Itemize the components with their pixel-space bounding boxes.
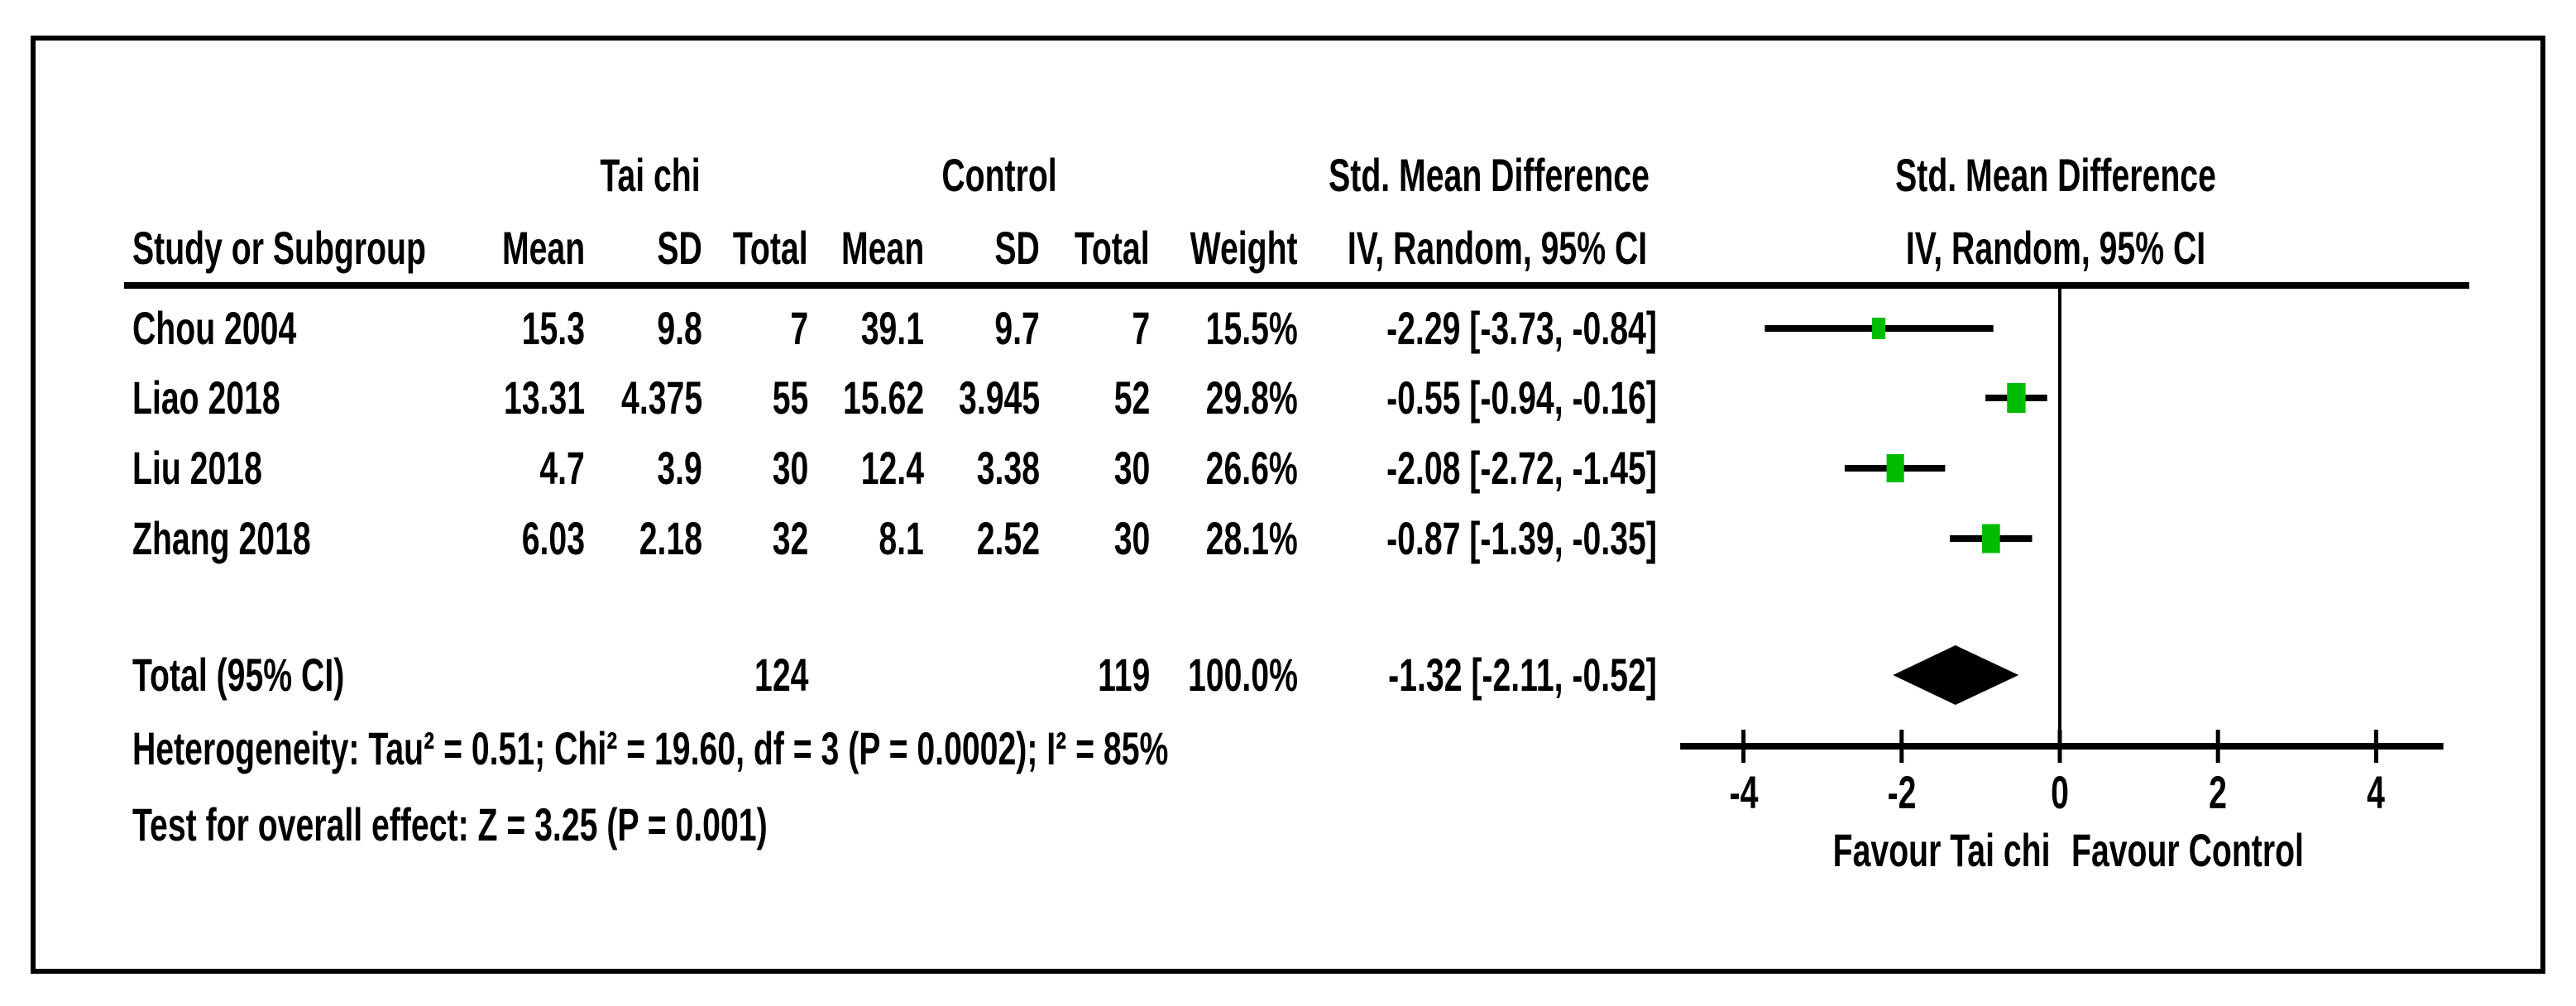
sd1-value: 4.375 bbox=[620, 371, 702, 424]
smd-header-right-line2: IV, Random, 95% CI bbox=[1905, 222, 2206, 274]
weight-value: 28.1% bbox=[1205, 512, 1298, 564]
heterogeneity-text: Heterogeneity: Tau² = 0.51; Chi² = 19.60… bbox=[132, 722, 1169, 774]
axis-tick-label: 4 bbox=[2367, 766, 2386, 818]
total1-value: 30 bbox=[772, 442, 808, 494]
total2-value: 30 bbox=[1113, 512, 1150, 564]
total2-value: 52 bbox=[1113, 371, 1150, 424]
col-header-mean1: Mean bbox=[501, 222, 585, 274]
sd2-value: 3.38 bbox=[976, 442, 1040, 494]
col-header-mean2: Mean bbox=[840, 222, 924, 274]
col-header-total2: Total bbox=[1075, 222, 1150, 274]
study-name: Zhang 2018 bbox=[132, 512, 311, 564]
smd-header-right-line1: Std. Mean Difference bbox=[1895, 149, 2216, 201]
total2-value: 7 bbox=[1132, 302, 1150, 354]
mean1-value: 13.31 bbox=[503, 371, 585, 424]
sd2-value: 9.7 bbox=[994, 302, 1040, 354]
effect-marker bbox=[1981, 524, 2000, 553]
sd1-value: 9.8 bbox=[657, 302, 702, 354]
total1-sum: 124 bbox=[754, 649, 808, 701]
total2-value: 30 bbox=[1113, 442, 1150, 494]
mean1-value: 15.3 bbox=[521, 302, 585, 354]
mean1-value: 6.03 bbox=[521, 512, 585, 564]
study-name: Liu 2018 bbox=[132, 442, 262, 494]
sd2-value: 2.52 bbox=[976, 512, 1040, 564]
sd1-value: 2.18 bbox=[639, 512, 702, 564]
smd-ci-text: -0.87 [-1.39, -0.35] bbox=[1386, 512, 1657, 564]
group-header-control: Control bbox=[941, 149, 1057, 201]
effect-marker bbox=[1872, 318, 1886, 339]
favour-right-label: Favour Control bbox=[2071, 824, 2304, 876]
group-header-taichi: Tai chi bbox=[600, 149, 701, 201]
figure-border bbox=[31, 36, 2545, 974]
weight-value: 29.8% bbox=[1205, 371, 1298, 424]
summary-diamond bbox=[1893, 645, 2019, 705]
smd-header-left-line2: IV, Random, 95% CI bbox=[1347, 222, 1648, 274]
sd1-value: 3.9 bbox=[657, 442, 702, 494]
mean2-value: 12.4 bbox=[860, 442, 924, 494]
axis-tick-label: 2 bbox=[2209, 766, 2228, 818]
study-name: Liao 2018 bbox=[132, 371, 280, 424]
smd-header-left-line1: Std. Mean Difference bbox=[1329, 149, 1650, 201]
axis-tick-label: -2 bbox=[1887, 766, 1917, 818]
weight-value: 26.6% bbox=[1205, 442, 1298, 494]
total2-sum: 119 bbox=[1097, 649, 1150, 701]
total-smd-ci-text: -1.32 [-2.11, -0.52] bbox=[1388, 649, 1657, 701]
smd-ci-text: -2.29 [-3.73, -0.84] bbox=[1386, 302, 1657, 354]
col-header-sd1: SD bbox=[657, 222, 702, 274]
col-header-weight: Weight bbox=[1190, 222, 1298, 274]
overall-effect-text: Test for overall effect: Z = 3.25 (P = 0… bbox=[132, 798, 768, 850]
mean2-value: 8.1 bbox=[879, 512, 924, 564]
total1-value: 7 bbox=[790, 302, 808, 354]
study-name: Chou 2004 bbox=[132, 302, 297, 354]
total1-value: 32 bbox=[772, 512, 808, 564]
col-header-total1: Total bbox=[733, 222, 808, 274]
effect-marker bbox=[1886, 453, 1904, 483]
total-weight: 100.0% bbox=[1188, 649, 1298, 701]
sd2-value: 3.945 bbox=[958, 371, 1040, 424]
col-header-study: Study or Subgroup bbox=[132, 222, 426, 274]
axis-tick-label: 0 bbox=[2051, 766, 2069, 818]
axis-tick-label: -4 bbox=[1729, 766, 1759, 818]
smd-ci-text: -0.55 [-0.94, -0.16] bbox=[1386, 371, 1657, 424]
total-label: Total (95% CI) bbox=[132, 649, 345, 701]
col-header-sd2: SD bbox=[994, 222, 1040, 274]
favour-left-label: Favour Tai chi bbox=[1832, 824, 2050, 876]
mean1-value: 4.7 bbox=[539, 442, 585, 494]
weight-value: 15.5% bbox=[1205, 302, 1298, 354]
effect-marker bbox=[2007, 382, 2026, 414]
mean2-value: 15.62 bbox=[842, 371, 924, 424]
mean2-value: 39.1 bbox=[860, 302, 924, 354]
smd-ci-text: -2.08 [-2.72, -1.45] bbox=[1386, 442, 1657, 494]
total1-value: 55 bbox=[772, 371, 808, 424]
